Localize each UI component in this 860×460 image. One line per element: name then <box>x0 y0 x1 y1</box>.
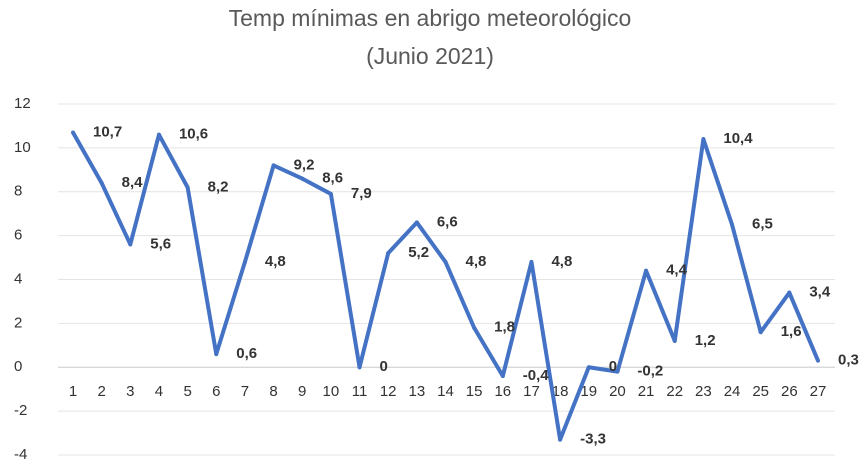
data-label: 0,6 <box>236 345 257 362</box>
y-tick-label: 6 <box>14 227 22 244</box>
data-label: 9,2 <box>294 156 315 173</box>
x-tick-label: 24 <box>724 383 741 400</box>
data-point <box>529 259 534 264</box>
data-label: 5,2 <box>408 244 429 261</box>
data-point <box>644 268 649 273</box>
data-label: 7,9 <box>351 185 372 202</box>
data-label: 1,2 <box>695 332 716 349</box>
data-label: 4,8 <box>551 253 572 270</box>
data-label: 6,6 <box>437 213 458 230</box>
data-point <box>414 220 419 225</box>
data-label: 10,4 <box>723 130 753 147</box>
chart-title: Temp mínimas en abrigo meteorológico <box>229 5 632 31</box>
data-label: 10,6 <box>179 126 208 143</box>
x-tick-label: 21 <box>638 383 655 400</box>
data-point <box>357 365 362 370</box>
data-label: 10,7 <box>93 123 122 140</box>
data-point <box>99 180 104 185</box>
data-point <box>758 330 763 335</box>
data-label: 5,6 <box>150 235 171 252</box>
data-point <box>787 290 792 295</box>
x-tick-label: 22 <box>666 383 683 400</box>
data-point <box>558 437 563 442</box>
data-label: -0,4 <box>523 367 550 384</box>
data-point <box>472 325 477 330</box>
data-label: 0,3 <box>838 352 859 369</box>
x-tick-label: 2 <box>97 383 105 400</box>
data-point <box>128 242 133 247</box>
data-point <box>156 132 161 137</box>
x-tick-label: 26 <box>781 383 798 400</box>
x-tick-label: 17 <box>523 383 540 400</box>
data-point <box>71 130 75 135</box>
x-tick-label: 25 <box>752 383 769 400</box>
data-label: 4,8 <box>466 253 487 270</box>
data-label: -3,3 <box>580 431 606 448</box>
data-point <box>443 259 448 264</box>
data-label: 1,8 <box>494 319 515 336</box>
data-label: 3,4 <box>809 284 831 301</box>
data-point <box>500 374 505 379</box>
x-tick-label: 20 <box>609 383 626 400</box>
data-label: -0,2 <box>637 363 663 380</box>
x-tick-label: 5 <box>183 383 191 400</box>
data-label: 8,6 <box>322 170 343 187</box>
y-tick-label: 10 <box>14 139 31 156</box>
data-label: 6,5 <box>752 216 773 233</box>
x-tick-label: 4 <box>155 383 163 400</box>
x-tick-label: 7 <box>241 383 249 400</box>
y-tick-label: 0 <box>14 358 22 375</box>
data-point <box>730 222 735 227</box>
x-tick-label: 9 <box>298 383 306 400</box>
x-tick-label: 18 <box>552 383 569 400</box>
x-tick-label: 6 <box>212 383 220 400</box>
data-label: 1,6 <box>781 323 802 340</box>
data-label: 8,4 <box>122 174 144 191</box>
data-point <box>242 259 247 264</box>
x-tick-label: 13 <box>409 383 426 400</box>
y-tick-label: -2 <box>14 402 27 419</box>
x-tick-label: 15 <box>466 383 483 400</box>
data-point <box>586 365 591 370</box>
data-point <box>615 369 620 374</box>
data-label: 0 <box>380 358 388 375</box>
data-point <box>271 163 276 168</box>
data-label: 8,2 <box>208 178 229 195</box>
data-point <box>300 176 305 181</box>
data-point <box>386 251 391 256</box>
y-tick-label: 2 <box>14 314 22 331</box>
data-label: 0 <box>609 358 617 375</box>
data-point <box>214 352 219 357</box>
data-label: 4,4 <box>666 262 688 279</box>
data-point <box>672 338 677 343</box>
data-point <box>816 358 820 363</box>
x-tick-label: 12 <box>380 383 397 400</box>
x-tick-label: 1 <box>69 383 77 400</box>
x-tick-label: 23 <box>695 383 712 400</box>
x-tick-label: 10 <box>323 383 340 400</box>
x-tick-label: 27 <box>810 383 827 400</box>
y-tick-label: -4 <box>14 446 27 460</box>
x-tick-label: 14 <box>437 383 454 400</box>
data-point <box>701 137 706 142</box>
x-tick-label: 11 <box>352 383 368 400</box>
x-tick-label: 8 <box>269 383 277 400</box>
data-label: 4,8 <box>265 253 286 270</box>
y-tick-label: 8 <box>14 183 22 200</box>
data-point <box>328 191 333 196</box>
y-tick-label: 12 <box>14 95 31 112</box>
y-tick-label: 4 <box>14 270 22 287</box>
chart-subtitle: (Junio 2021) <box>366 43 494 69</box>
x-tick-label: 19 <box>580 383 597 400</box>
data-point <box>185 185 190 190</box>
x-tick-label: 3 <box>126 383 134 400</box>
x-tick-label: 16 <box>494 383 511 400</box>
